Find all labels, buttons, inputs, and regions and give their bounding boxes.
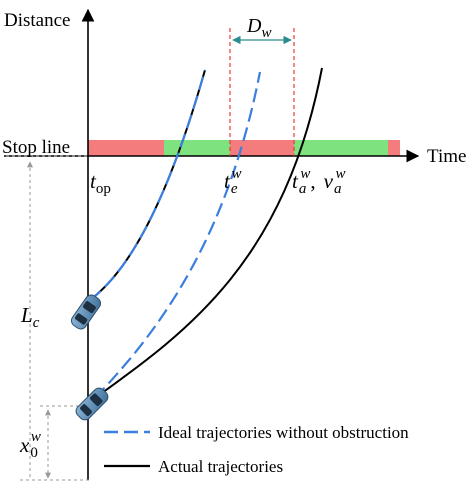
ideal-trajectory-1 [89,69,207,301]
t-op-label: top [90,169,111,197]
ideal-trajectory-2 [94,71,262,399]
red-phase-2 [230,140,294,156]
red-phase-1 [88,140,164,156]
d-w-label: Dw [246,15,271,41]
legend-ideal-label: Ideal trajectories without obstruction [158,423,409,442]
signal-phase-bar [88,140,400,156]
l-c-label: Lc [20,303,40,331]
green-phase-2 [294,140,388,156]
red-phase-3 [388,140,400,156]
time-axis-label: Time [427,146,466,167]
actual-trajectory-2 [94,67,323,399]
t-a-w-label: taw, vaw [292,166,345,197]
green-phase-1 [164,140,230,156]
x-0-w-label: x0w [19,429,41,461]
t-e-w-label: tew [224,166,242,197]
vehicle-1-icon [70,294,102,330]
legend: Ideal trajectories without obstruction A… [104,423,409,476]
stop-line-label: Stop line [2,137,70,158]
vehicle-2-icon [75,387,109,421]
distance-axis-label: Distance [4,10,70,31]
legend-actual-label: Actual trajectories [158,457,283,476]
